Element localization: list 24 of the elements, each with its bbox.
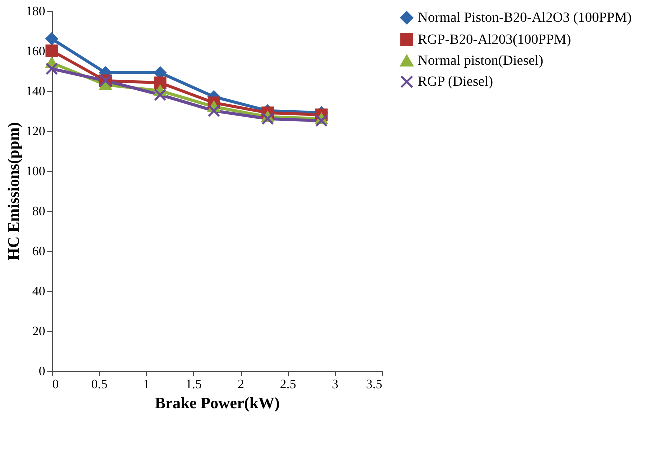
y-tick-label: 20 [32, 324, 46, 338]
x-tick-label: 0 [52, 376, 59, 392]
y-tick-label: 140 [26, 84, 46, 98]
y-tick-label: 60 [32, 244, 46, 258]
y-tick-label: 0 [39, 364, 46, 378]
x-tick-label: 3 [332, 376, 339, 392]
x-tick-label: 3.5 [366, 376, 382, 392]
legend-label: RGP-B20-Al203(100PPM) [418, 33, 572, 48]
x-tick-label: 2 [238, 376, 244, 392]
legend-label: RGP (Diesel) [418, 75, 494, 90]
x-tick-label: 0.5 [92, 376, 108, 392]
y-tick-label: 180 [26, 4, 46, 18]
y-tick-label: 100 [26, 164, 46, 178]
x-tick-label: 1.5 [186, 376, 202, 392]
y-tick-label: 40 [32, 284, 46, 298]
y-tick-label: 120 [26, 124, 46, 138]
y-axis-title: HC Emissions(ppm) [6, 122, 23, 261]
x-tick-label: 1 [144, 376, 150, 392]
y-tick-label: 160 [26, 44, 46, 58]
x-axis-title: Brake Power(kW) [155, 396, 280, 412]
legend-label: Normal Piston-B20-Al2O3 (100PPM) [418, 11, 632, 26]
x-tick-label: 2.5 [280, 376, 296, 392]
y-tick-label: 80 [32, 204, 46, 218]
legend-label: Normal piston(Diesel) [418, 54, 544, 69]
